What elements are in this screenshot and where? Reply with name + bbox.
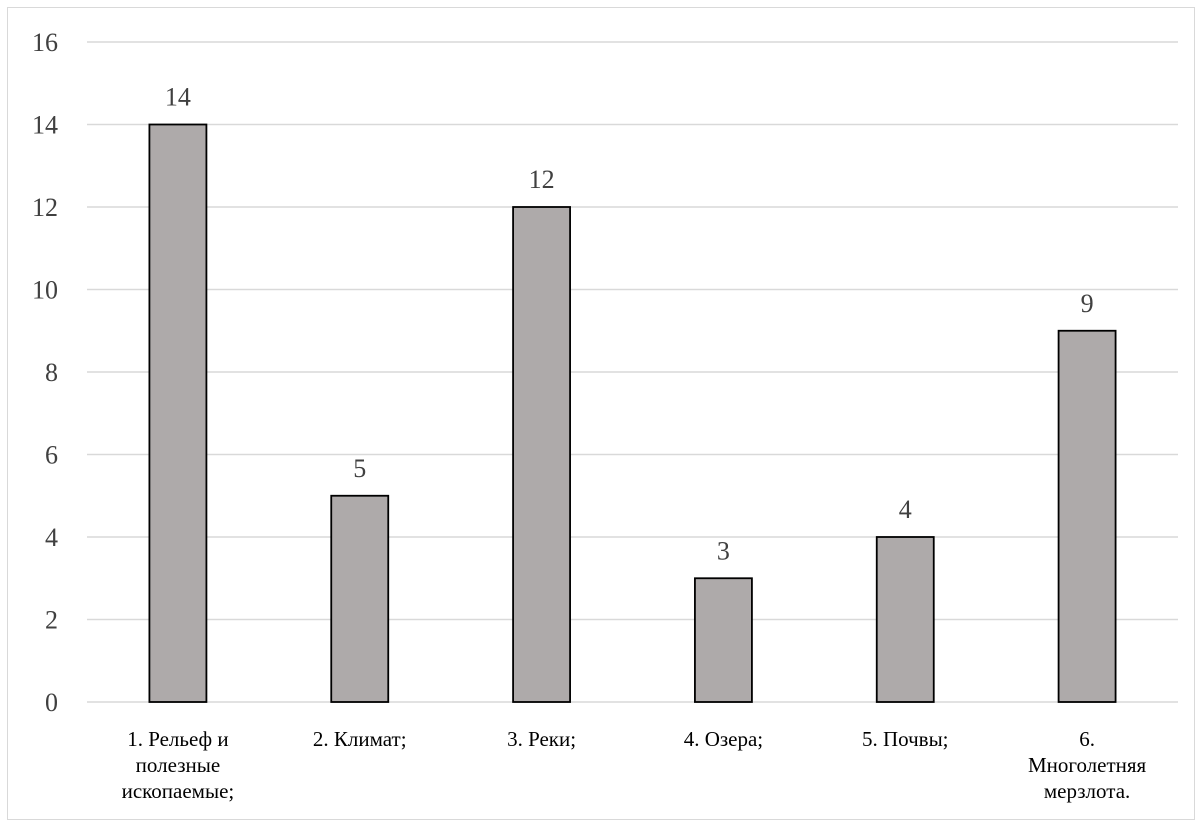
y-tick-label: 0 bbox=[45, 688, 58, 717]
x-tick-label-line: 3. Реки; bbox=[507, 727, 576, 751]
x-tick-label-line: полезные bbox=[136, 753, 220, 777]
y-tick-label: 10 bbox=[32, 276, 58, 305]
bar bbox=[1057, 329, 1117, 703]
x-tick-label: 2. Климат; bbox=[313, 727, 407, 751]
bar bbox=[148, 123, 208, 703]
x-tick-label-line: 6. bbox=[1079, 727, 1095, 751]
y-tick-label: 8 bbox=[45, 358, 58, 387]
y-tick-label: 12 bbox=[32, 193, 58, 222]
x-tick-label: 4. Озера; bbox=[684, 727, 763, 751]
x-tick-label-line: 1. Рельеф и bbox=[127, 727, 228, 751]
x-tick-label-line: 4. Озера; bbox=[684, 727, 763, 751]
x-tick-label-line: мерзлота. bbox=[1044, 779, 1130, 803]
x-tick-label: 1. Рельеф и полезные ископаемые; bbox=[122, 727, 235, 803]
bars bbox=[148, 123, 1117, 703]
bar bbox=[694, 577, 753, 703]
y-tick-label: 6 bbox=[45, 441, 58, 470]
category-labels: 1. Рельеф и полезные ископаемые; 2. Климат;… bbox=[122, 727, 1147, 803]
y-tick-label: 16 bbox=[32, 28, 58, 57]
data-label: 5 bbox=[353, 454, 366, 483]
gridlines bbox=[87, 41, 1178, 703]
bar bbox=[875, 536, 935, 703]
data-label: 12 bbox=[529, 165, 555, 194]
x-tick-label: 5. Почвы; bbox=[862, 727, 949, 751]
data-label: 4 bbox=[899, 495, 912, 524]
data-labels: 14 5 12 3 4 9 bbox=[165, 83, 1094, 566]
x-tick-label-line: Многолетняя bbox=[1028, 753, 1147, 777]
y-tick-label: 4 bbox=[45, 523, 58, 552]
x-tick-label-line: 2. Климат; bbox=[313, 727, 407, 751]
data-label: 3 bbox=[717, 536, 730, 565]
x-tick-label: 3. Реки; bbox=[507, 727, 576, 751]
y-tick-label: 2 bbox=[45, 606, 58, 635]
x-tick-label-line: ископаемые; bbox=[122, 779, 235, 803]
bar bbox=[512, 206, 571, 703]
data-label: 14 bbox=[165, 83, 191, 112]
bar bbox=[330, 494, 390, 703]
x-tick-label-line: 5. Почвы; bbox=[862, 727, 949, 751]
y-tick-label: 14 bbox=[32, 111, 58, 140]
y-axis-tick-labels: 0 2 4 6 8 10 12 14 16 bbox=[32, 28, 58, 717]
x-tick-label: 6. Многолетняя мерзлота. bbox=[1028, 727, 1147, 803]
data-label: 9 bbox=[1081, 289, 1094, 318]
